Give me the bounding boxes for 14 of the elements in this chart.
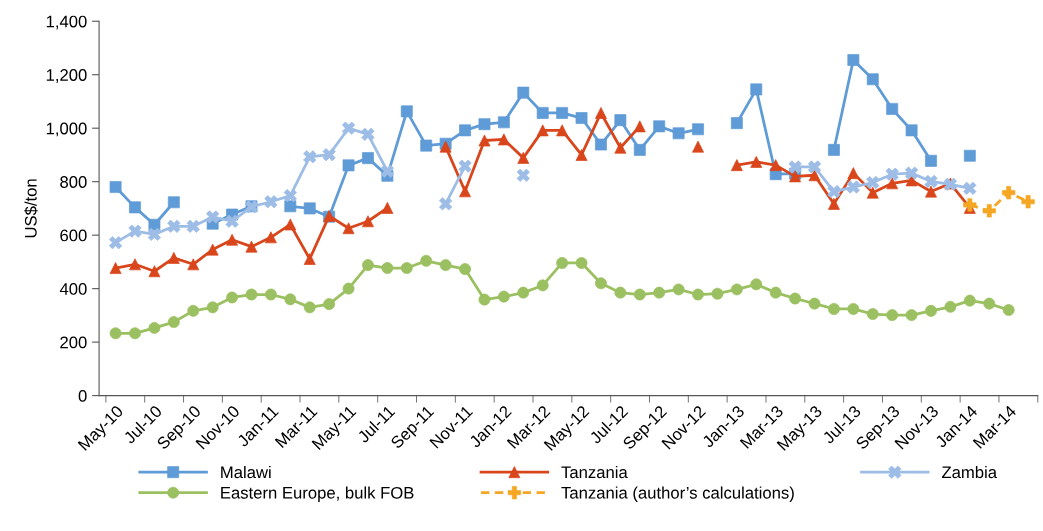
y-tick-label: 600 bbox=[60, 229, 87, 242]
y-tick-label: 400 bbox=[59, 283, 87, 295]
legend-label: Tanzania bbox=[561, 465, 628, 479]
legend-label: Tanzania (author’s calculations) bbox=[561, 486, 794, 502]
legend-label: Zambia bbox=[941, 465, 998, 479]
y-tick-label: 200 bbox=[60, 336, 87, 349]
y-tick-label: 1,200 bbox=[46, 69, 87, 83]
y-tick-label: 1,400 bbox=[46, 15, 87, 30]
y-tick-label: 1,000 bbox=[46, 122, 87, 137]
y-tick-label: 0 bbox=[78, 390, 87, 402]
y-tick-label: 800 bbox=[60, 176, 87, 188]
legend-label: Malawi bbox=[221, 465, 271, 479]
legend-label: Eastern Europe, bulk FOB bbox=[221, 486, 414, 502]
y-axis-title: US$/ton bbox=[24, 179, 38, 238]
